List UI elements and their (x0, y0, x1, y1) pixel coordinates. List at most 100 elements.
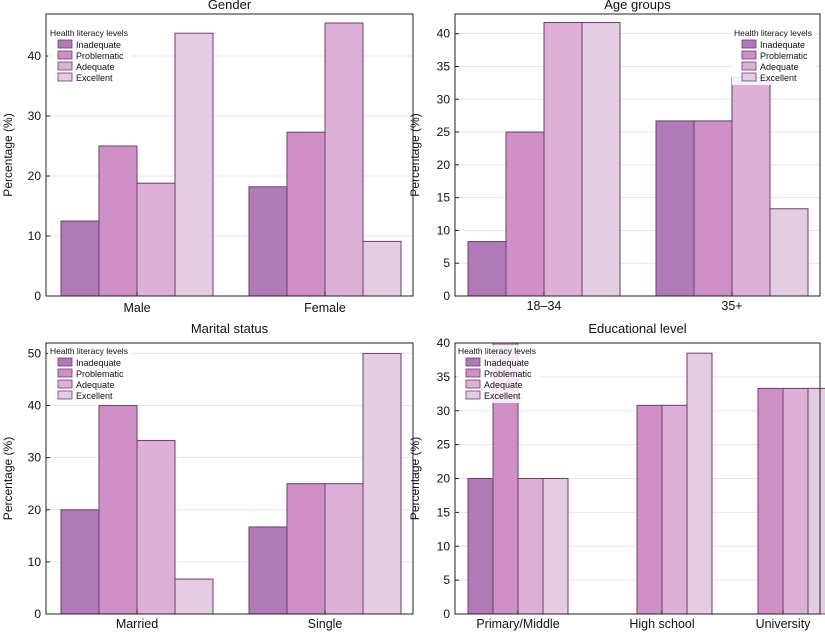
bar-excellent-university (807, 387, 825, 615)
legend-label-excellent: Excellent (76, 73, 113, 83)
y-tick-label: 15 (437, 505, 451, 519)
legend-label-problematic: Problematic (484, 369, 532, 379)
bar-problematic-single (286, 483, 326, 615)
legend-label-excellent: Excellent (760, 73, 797, 83)
bar-adequate-35 (731, 77, 771, 297)
y-axis-label: Percentage (%) (408, 437, 422, 520)
y-tick-label: 30 (437, 92, 451, 106)
bar-excellent-high-school (686, 352, 713, 615)
x-category-label: High school (629, 617, 694, 631)
y-tick-label: 10 (437, 539, 451, 553)
legend-swatch-adequate (57, 61, 73, 71)
legend-label-adequate: Adequate (76, 380, 115, 390)
legend: Health literacy levels InadequateProblema… (48, 345, 132, 403)
y-tick-label: 20 (28, 503, 42, 517)
bar-inadequate-single (248, 526, 288, 615)
y-tick-label: 50 (28, 346, 42, 360)
bar-excellent-female (362, 240, 402, 297)
y-tick-label: 20 (437, 158, 451, 172)
x-category-label: Married (116, 617, 158, 631)
legend-swatch-adequate (57, 379, 73, 389)
bar-adequate-married (136, 439, 176, 615)
legend-swatch-problematic (465, 368, 481, 378)
y-tick-label: 20 (437, 472, 451, 486)
plot-area-frame (45, 13, 414, 297)
legend-swatch-excellent (741, 72, 757, 82)
bar-problematic-female (286, 131, 326, 297)
chart-panel-educational-level: 0 5 10 15 20 25 30 35 40 Primary/Middle High schoo… (408, 321, 825, 631)
y-tick-label: 0 (34, 607, 41, 621)
chart-panel-gender: 0 10 20 30 40 Male Female Gender Percentage (%) H… (1, 0, 414, 315)
legend-title: Health literacy levels (50, 28, 128, 38)
legend-label-adequate: Adequate (484, 380, 523, 390)
x-category-label: Male (123, 301, 150, 315)
y-tick-label: 30 (437, 404, 451, 418)
bar-adequate-male (136, 182, 176, 297)
legend-label-inadequate: Inadequate (76, 40, 121, 50)
bar-adequate-university (782, 387, 809, 615)
y-axis-label: Percentage (%) (1, 113, 15, 196)
bar-adequate-high-school (661, 404, 688, 615)
y-axis-label: Percentage (%) (408, 113, 422, 196)
legend-swatch-inadequate (465, 357, 481, 367)
y-tick-label: 15 (437, 191, 451, 205)
legend-label-adequate: Adequate (760, 62, 799, 72)
legend-swatch-excellent (465, 390, 481, 400)
bar-inadequate-18-34 (467, 241, 507, 297)
y-tick-label: 10 (28, 555, 42, 569)
legend-swatch-problematic (741, 50, 757, 60)
bar-excellent-single (362, 352, 402, 615)
legend-title: Health literacy levels (734, 28, 812, 38)
y-tick-label: 30 (28, 109, 42, 123)
legend-swatch-inadequate (57, 39, 73, 49)
legend: Health literacy levels InadequateProblema… (732, 27, 816, 85)
bar-excellent-18-34 (581, 22, 621, 297)
bar-excellent-primary-middle (542, 478, 569, 615)
chart-title: Educational level (588, 321, 686, 336)
bar-problematic-18-34 (505, 131, 545, 297)
legend-label-inadequate: Inadequate (760, 40, 805, 50)
legend-swatch-adequate (741, 61, 757, 71)
bar-excellent-35 (769, 208, 809, 297)
bar-excellent-male (174, 32, 214, 297)
legend-label-excellent: Excellent (76, 391, 113, 401)
legend-swatch-problematic (57, 50, 73, 60)
y-tick-label: 5 (443, 573, 450, 587)
legend-swatch-inadequate (741, 39, 757, 49)
legend-label-excellent: Excellent (484, 391, 521, 401)
bar-inadequate-35 (655, 120, 695, 297)
legend: Health literacy levels InadequateProblema… (456, 345, 540, 403)
y-tick-label: 30 (28, 451, 42, 465)
y-tick-label: 0 (34, 289, 41, 303)
y-tick-label: 10 (28, 229, 42, 243)
chart-panel-marital-status: 0 10 20 30 40 50 Married Single Marital status Pe… (1, 321, 414, 631)
x-category-label: 18–34 (527, 299, 562, 313)
legend-title: Health literacy levels (458, 346, 536, 356)
y-tick-label: 25 (437, 125, 451, 139)
legend-label-problematic: Problematic (76, 51, 124, 61)
bar-inadequate-male (60, 220, 100, 297)
bar-problematic-high-school (636, 404, 663, 615)
plot-area-frame (454, 13, 821, 297)
bar-adequate-primary-middle (517, 478, 544, 615)
legend-swatch-excellent (57, 72, 73, 82)
bar-problematic-male (98, 145, 138, 297)
y-tick-label: 10 (437, 223, 451, 237)
y-tick-label: 0 (443, 289, 450, 303)
bar-problematic-married (98, 405, 138, 615)
chart-title: Gender (208, 0, 252, 12)
legend-swatch-inadequate (57, 357, 73, 367)
legend-swatch-excellent (57, 390, 73, 400)
x-category-label: 35+ (721, 299, 742, 313)
x-category-label: Female (304, 301, 346, 315)
legend-label-adequate: Adequate (76, 62, 115, 72)
y-tick-label: 40 (437, 27, 451, 41)
y-tick-label: 0 (443, 607, 450, 621)
chart-title: Marital status (191, 321, 269, 336)
plot-area-frame (45, 342, 414, 615)
y-tick-label: 25 (437, 438, 451, 452)
bar-problematic-university (757, 387, 784, 615)
x-category-label: Primary/Middle (476, 617, 559, 631)
y-tick-label: 40 (28, 399, 42, 413)
